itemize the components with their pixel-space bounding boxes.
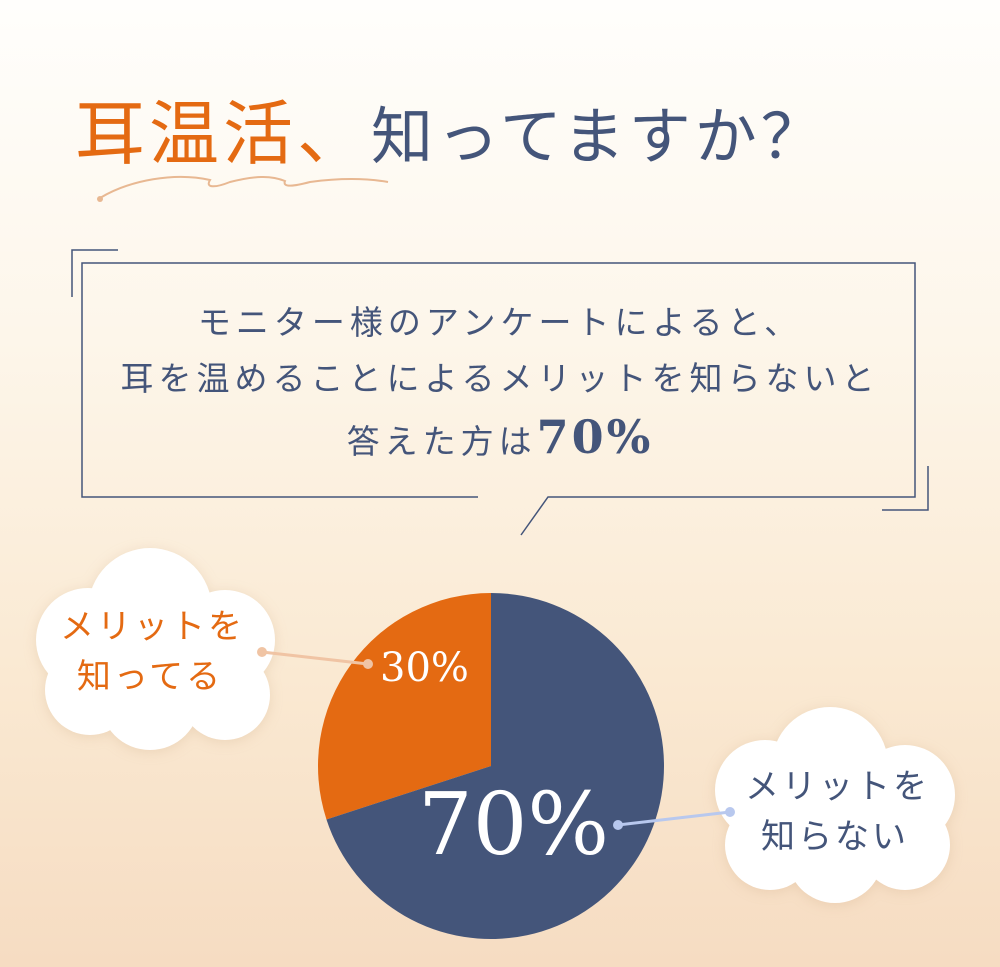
pie-chart xyxy=(317,592,664,939)
leader-known xyxy=(257,647,373,669)
legend-unknown-line1: メリットを xyxy=(745,767,930,807)
cloud-left xyxy=(36,548,275,750)
legend-known-line2: 知ってる xyxy=(76,657,224,697)
pie-slice-unknown xyxy=(326,592,664,939)
legend-unknown: メリットを 知らない xyxy=(745,762,930,862)
message-line-3: 答えた方は70% xyxy=(0,410,1000,464)
squiggle-underline xyxy=(99,175,389,199)
message-value: 70% xyxy=(536,410,654,464)
page-title: 耳温活、知ってますか？ xyxy=(75,78,827,179)
pie-slice-known xyxy=(317,593,491,820)
message-line-1: モニター様のアンケートによると、 xyxy=(197,303,803,342)
data-label-known: 30% xyxy=(380,645,469,691)
legend-known-line1: メリットを xyxy=(60,607,245,647)
legend-unknown-line2: 知らない xyxy=(761,817,909,857)
message-prefix: 答えた方は xyxy=(346,422,537,461)
leader-unknown xyxy=(613,807,735,830)
legend-known: メリットを 知ってる xyxy=(60,602,245,702)
speech-box xyxy=(71,249,929,536)
cloud-right xyxy=(715,707,955,903)
message-line-2: 耳を温めることによるメリットを知らないと xyxy=(120,359,880,398)
title-highlight: 耳温活、 xyxy=(75,93,371,175)
title-rest: 知ってますか？ xyxy=(371,100,827,173)
data-label-unknown: 70% xyxy=(418,775,610,875)
